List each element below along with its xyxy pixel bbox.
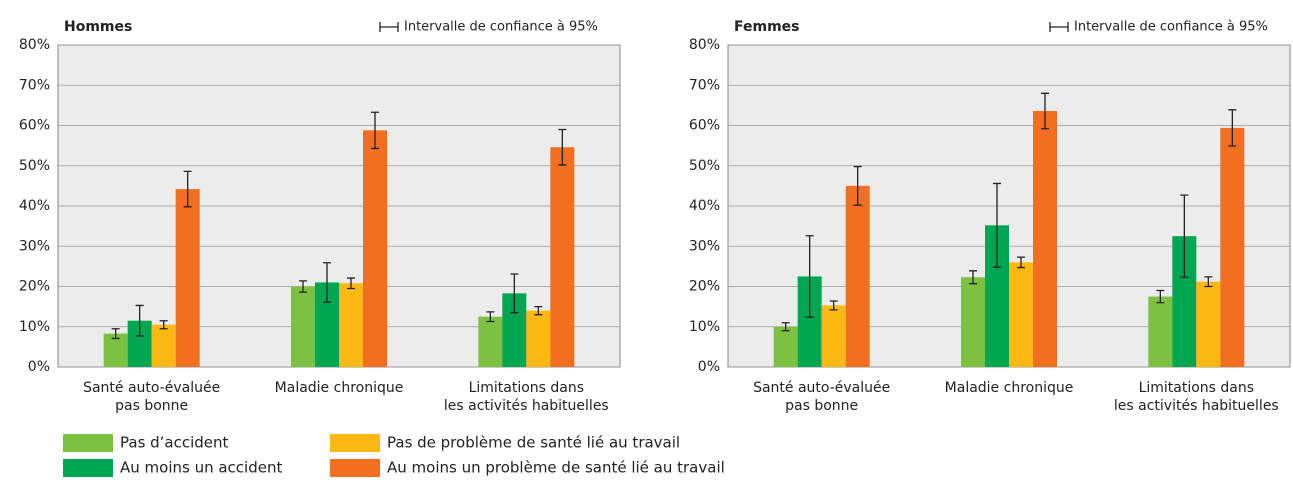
y-tick-label: 40% bbox=[689, 198, 720, 214]
bar bbox=[339, 283, 363, 367]
y-tick-label: 70% bbox=[19, 77, 50, 93]
bar bbox=[550, 147, 575, 367]
chart-title: Femmes bbox=[734, 19, 800, 35]
x-tick-label: Santé auto-évaluée bbox=[83, 380, 220, 396]
x-tick-label: les activités habituelles bbox=[444, 398, 609, 414]
error-bar bbox=[1017, 256, 1025, 269]
bar bbox=[526, 310, 551, 367]
y-tick-label: 30% bbox=[19, 238, 50, 254]
error-bar bbox=[805, 235, 814, 318]
y-tick-label: 60% bbox=[689, 118, 720, 134]
annotation: Intervalle de confiance à 95% bbox=[1074, 20, 1268, 35]
annotation: Intervalle de confiance à 95% bbox=[404, 20, 598, 35]
error-bar bbox=[486, 311, 495, 323]
y-tick-label: 0% bbox=[698, 359, 720, 375]
ci-icon bbox=[1049, 22, 1069, 32]
legend-label: Au moins un problème de santé lié au tra… bbox=[387, 459, 725, 477]
bar bbox=[821, 305, 846, 367]
bar bbox=[1148, 296, 1173, 367]
bar bbox=[1196, 281, 1221, 367]
bar bbox=[1009, 262, 1033, 367]
x-tick-label: Santé auto-évaluée bbox=[753, 380, 890, 396]
bar bbox=[103, 333, 128, 367]
error-bar bbox=[1228, 109, 1237, 147]
error-bar bbox=[135, 304, 144, 337]
x-tick-label: les activités habituelles bbox=[1114, 398, 1279, 414]
x-tick-label: Maladie chronique bbox=[275, 380, 404, 396]
error-bar bbox=[1156, 289, 1165, 304]
error-bar bbox=[534, 305, 543, 316]
y-tick-label: 10% bbox=[19, 319, 50, 335]
y-tick-label: 80% bbox=[689, 37, 720, 53]
error-bar bbox=[347, 277, 355, 290]
legend-label: Pas de problème de santé lié au travail bbox=[387, 434, 680, 452]
y-tick-label: 20% bbox=[689, 279, 720, 295]
bar bbox=[845, 185, 870, 367]
ci-icon bbox=[379, 22, 399, 32]
bar bbox=[1220, 127, 1245, 367]
bar bbox=[478, 316, 503, 367]
y-tick-label: 30% bbox=[689, 238, 720, 254]
error-bar bbox=[323, 262, 331, 303]
x-tick-label: Maladie chronique bbox=[945, 380, 1074, 396]
error-bar bbox=[969, 270, 977, 285]
bar bbox=[127, 320, 152, 367]
y-tick-label: 80% bbox=[19, 37, 50, 53]
error-bar bbox=[371, 111, 379, 150]
y-tick-label: 40% bbox=[19, 198, 50, 214]
chart-title: Hommes bbox=[64, 19, 132, 35]
error-bar bbox=[1204, 276, 1213, 288]
error-bar bbox=[558, 128, 567, 166]
x-tick-label: pas bonne bbox=[115, 398, 188, 414]
error-bar bbox=[159, 320, 168, 330]
bar bbox=[291, 286, 315, 367]
error-bar bbox=[510, 273, 519, 314]
y-tick-label: 60% bbox=[19, 118, 50, 134]
x-tick-label: Limitations dans bbox=[469, 380, 584, 396]
y-tick-label: 10% bbox=[689, 319, 720, 335]
error-bar bbox=[853, 165, 862, 206]
legend-label: Pas d’accident bbox=[120, 434, 229, 452]
bar bbox=[363, 130, 387, 367]
legend-swatch bbox=[330, 434, 380, 452]
error-bar bbox=[1180, 194, 1189, 278]
error-bar bbox=[111, 328, 120, 340]
error-bar bbox=[1041, 92, 1049, 130]
y-tick-label: 70% bbox=[689, 77, 720, 93]
bar bbox=[175, 189, 200, 367]
x-tick-label: Limitations dans bbox=[1139, 380, 1254, 396]
y-tick-label: 50% bbox=[19, 158, 50, 174]
bar bbox=[1033, 111, 1057, 367]
y-tick-label: 0% bbox=[28, 359, 50, 375]
error-bar bbox=[183, 170, 192, 208]
legend-swatch bbox=[63, 459, 113, 477]
bar bbox=[773, 326, 798, 367]
y-tick-label: 20% bbox=[19, 279, 50, 295]
legend-label: Au moins un accident bbox=[120, 459, 282, 477]
y-tick-label: 50% bbox=[689, 158, 720, 174]
error-bar bbox=[781, 322, 790, 332]
bar bbox=[961, 277, 985, 367]
error-bar bbox=[993, 182, 1001, 268]
error-bar bbox=[829, 300, 838, 311]
legend-swatch bbox=[63, 434, 113, 452]
legend-swatch bbox=[330, 459, 380, 477]
bar bbox=[151, 324, 176, 367]
x-tick-label: pas bonne bbox=[785, 398, 858, 414]
error-bar bbox=[299, 280, 307, 293]
